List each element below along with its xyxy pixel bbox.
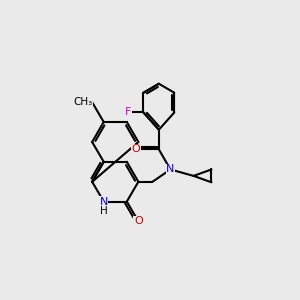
Text: O: O <box>131 144 140 154</box>
Text: CH₃: CH₃ <box>74 97 93 107</box>
Text: N: N <box>166 164 175 175</box>
Text: H: H <box>100 206 108 215</box>
Text: F: F <box>125 107 131 118</box>
Text: N: N <box>100 196 108 206</box>
Text: O: O <box>134 216 143 226</box>
